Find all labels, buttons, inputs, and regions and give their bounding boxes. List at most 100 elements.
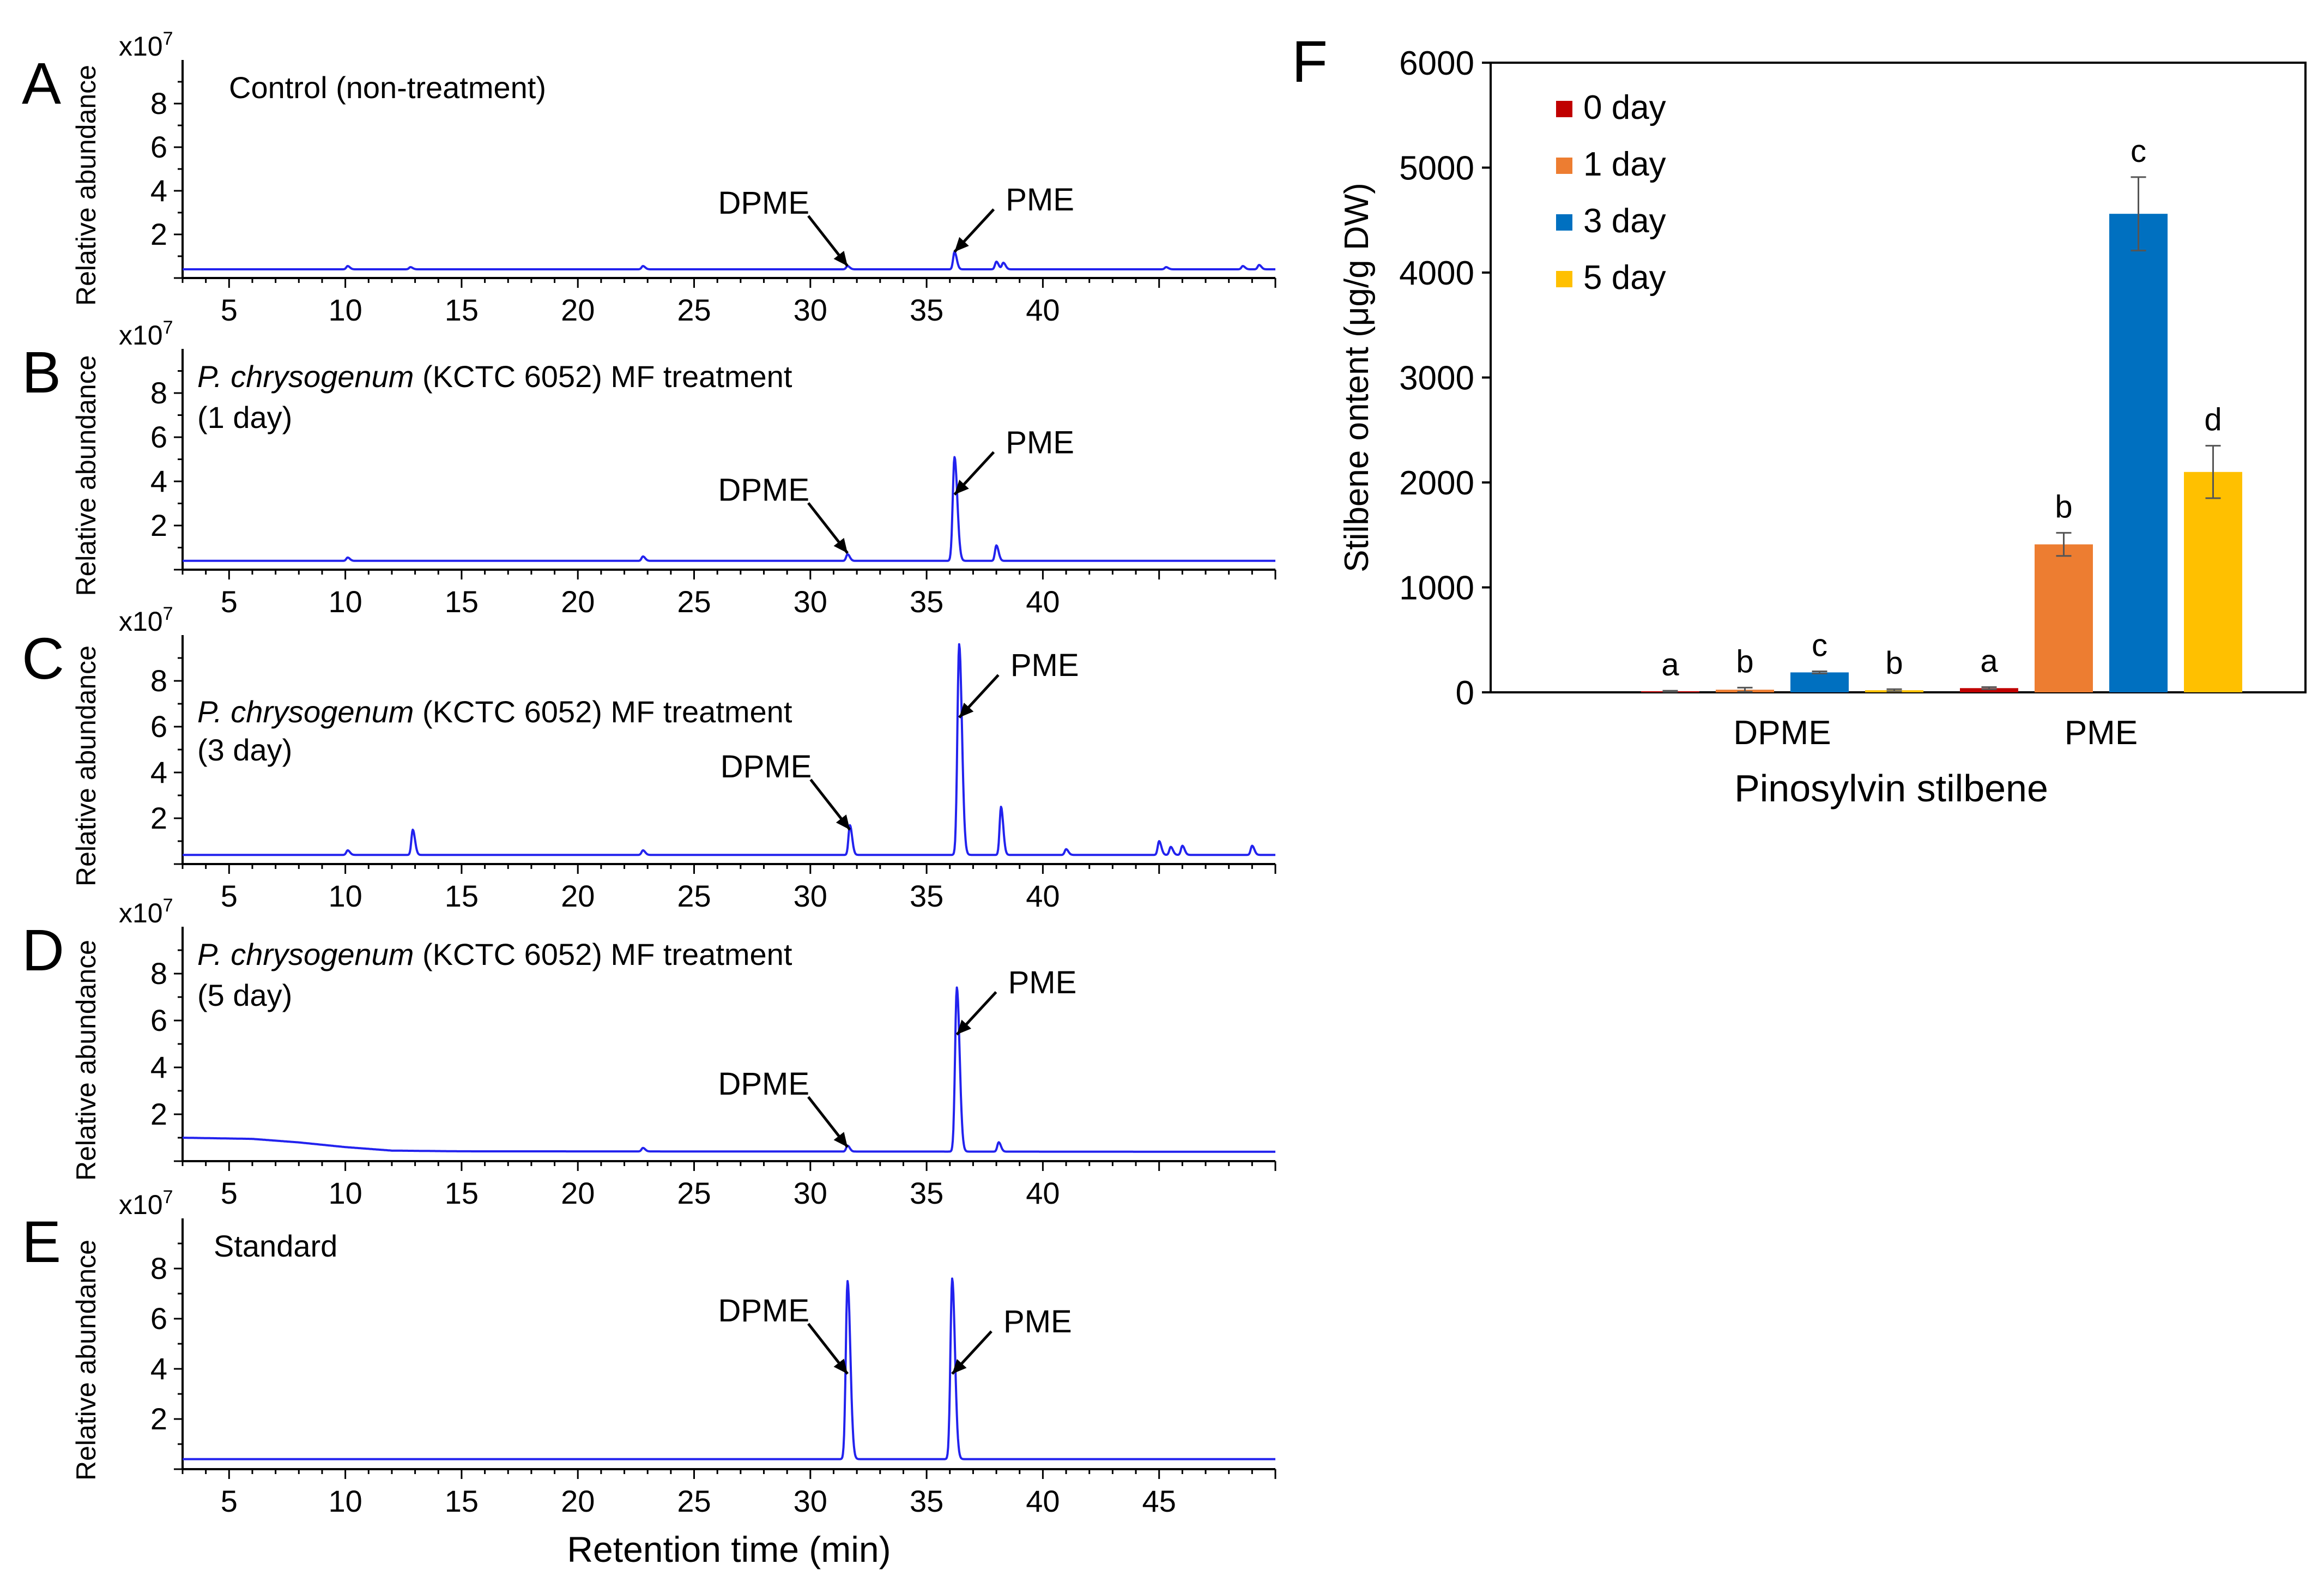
y-axis-label: Relative abundance bbox=[71, 645, 101, 886]
x-tick-label: 25 bbox=[677, 1484, 711, 1518]
chromatogram-trace bbox=[182, 1277, 1276, 1460]
x-axis-label: Pinosylvin stilbene bbox=[1734, 767, 2048, 810]
panel-letter: B bbox=[22, 339, 61, 405]
chromatogram-panel-d: D x107 P. chrysogenum (KCTC 6052) MF tre… bbox=[22, 895, 1276, 1210]
legend-swatch bbox=[1556, 214, 1572, 231]
legend-swatch bbox=[1556, 158, 1572, 174]
annotation-arrowhead bbox=[959, 702, 974, 718]
exponent-base: x10 bbox=[119, 606, 163, 637]
x-tick-label: 10 bbox=[328, 293, 362, 327]
x-tick-label: 40 bbox=[1026, 293, 1060, 327]
bar bbox=[2035, 544, 2093, 692]
y-tick-label: 4 bbox=[150, 464, 167, 498]
x-tick-label: 40 bbox=[1026, 1484, 1060, 1518]
y-tick-label: 2000 bbox=[1399, 464, 1474, 502]
panel-letter: E bbox=[22, 1209, 61, 1275]
legend-label: 0 day bbox=[1583, 89, 1666, 126]
exponent-power: 7 bbox=[163, 603, 173, 624]
annotation-arrowhead bbox=[833, 251, 848, 266]
y-tick-label: 3000 bbox=[1399, 360, 1474, 397]
x-tick-label: 35 bbox=[910, 293, 943, 327]
significance-letter: b bbox=[2055, 489, 2072, 524]
significance-letter: a bbox=[1980, 643, 1998, 679]
chromatogram-trace bbox=[182, 986, 1276, 1153]
x-tick-label: 40 bbox=[1026, 879, 1060, 913]
peak-label: PME bbox=[1003, 1304, 1072, 1339]
peak-label: DPME bbox=[718, 1293, 809, 1329]
significance-letter: c bbox=[1812, 628, 1827, 663]
x-tick-label: 20 bbox=[561, 879, 595, 913]
x-tick-label: 35 bbox=[910, 1484, 943, 1518]
y-tick-label: 8 bbox=[150, 663, 167, 698]
exponent-base: x10 bbox=[119, 898, 163, 928]
x-tick-label: 20 bbox=[561, 293, 595, 327]
panel-title: P. chrysogenum (KCTC 6052) MF treatment bbox=[197, 695, 792, 729]
x-tick-label: 40 bbox=[1026, 1176, 1060, 1210]
x-tick-label: 10 bbox=[328, 1176, 362, 1210]
x-tick-label: 10 bbox=[328, 1484, 362, 1518]
y-tick-label: 2 bbox=[150, 801, 167, 835]
bar bbox=[2184, 472, 2242, 692]
panel-letter: D bbox=[22, 917, 64, 983]
y-tick-label: 8 bbox=[150, 376, 167, 410]
y-exponent-label: x107 bbox=[119, 28, 173, 62]
y-exponent-label: x107 bbox=[119, 603, 173, 637]
x-tick-label: 5 bbox=[221, 1176, 238, 1210]
title-text: Control (non-treatment) bbox=[229, 70, 546, 105]
y-exponent-label: x107 bbox=[119, 1187, 173, 1220]
x-tick-label: 25 bbox=[677, 293, 711, 327]
y-tick-label: 5000 bbox=[1399, 150, 1474, 188]
organism-name: P. chrysogenum bbox=[197, 937, 414, 971]
x-tick-label: 40 bbox=[1026, 584, 1060, 619]
x-tick-label: 15 bbox=[445, 1176, 479, 1210]
exponent-power: 7 bbox=[163, 317, 173, 338]
chromatogram-panel-c: C x107 P. chrysogenum (KCTC 6052) MF tre… bbox=[22, 603, 1276, 913]
annotation-arrowhead bbox=[836, 814, 850, 830]
x-tick-label: 30 bbox=[794, 1176, 827, 1210]
panel-letter: A bbox=[22, 50, 61, 116]
exponent-power: 7 bbox=[163, 28, 173, 49]
chromatogram-panel-a: A x107 Control (non-treatment) Relative … bbox=[22, 28, 1276, 327]
y-tick-label: 0 bbox=[1456, 674, 1474, 712]
peak-label: PME bbox=[1008, 965, 1077, 1000]
peak-label: DPME bbox=[721, 749, 812, 784]
y-axis-label: Relative abundance bbox=[71, 65, 101, 306]
x-tick-label: 10 bbox=[328, 584, 362, 619]
x-tick-label: 5 bbox=[221, 879, 238, 913]
bar bbox=[1790, 672, 1849, 692]
legend-swatch bbox=[1556, 101, 1572, 117]
x-tick-label: 15 bbox=[445, 293, 479, 327]
legend-label: 1 day bbox=[1583, 146, 1666, 183]
panel-subtitle: (1 day) bbox=[197, 400, 292, 434]
panel-letter: F bbox=[1292, 28, 1328, 94]
significance-letter: d bbox=[2204, 402, 2222, 438]
peak-label: PME bbox=[1006, 182, 1074, 218]
organism-name: P. chrysogenum bbox=[197, 695, 414, 729]
legend-swatch bbox=[1556, 271, 1572, 287]
legend-label: 5 day bbox=[1583, 259, 1666, 297]
x-tick-label: 25 bbox=[677, 879, 711, 913]
annotation-arrowhead bbox=[833, 1132, 848, 1148]
title-text: (KCTC 6052) MF treatment bbox=[414, 695, 792, 729]
x-tick-label: 35 bbox=[910, 1176, 943, 1210]
chromatogram-trace bbox=[182, 456, 1276, 562]
x-tick-label: 30 bbox=[794, 879, 827, 913]
annotation-arrowhead bbox=[957, 1019, 972, 1035]
annotation-arrowhead bbox=[833, 1358, 848, 1374]
y-tick-label: 6 bbox=[150, 420, 167, 454]
y-axis-label: Relative abundance bbox=[71, 1240, 101, 1481]
bar bbox=[1960, 688, 2018, 692]
chromatogram-panel-e: E x107 Standard Relative abundance Reten… bbox=[22, 1187, 1276, 1569]
exponent-base: x10 bbox=[119, 1190, 163, 1220]
y-axis-label: Relative abundance bbox=[71, 940, 101, 1181]
annotation-arrowhead bbox=[954, 480, 969, 495]
title-text: (KCTC 6052) MF treatment bbox=[414, 937, 792, 971]
y-tick-label: 8 bbox=[150, 86, 167, 120]
y-tick-label: 1000 bbox=[1399, 570, 1474, 607]
significance-letter: b bbox=[1885, 645, 1903, 681]
y-tick-label: 2 bbox=[150, 1402, 167, 1436]
chromatogram-trace bbox=[182, 251, 1276, 270]
peak-label: DPME bbox=[718, 1066, 809, 1102]
annotation-arrowhead bbox=[952, 1358, 967, 1374]
significance-letter: a bbox=[1661, 647, 1679, 683]
